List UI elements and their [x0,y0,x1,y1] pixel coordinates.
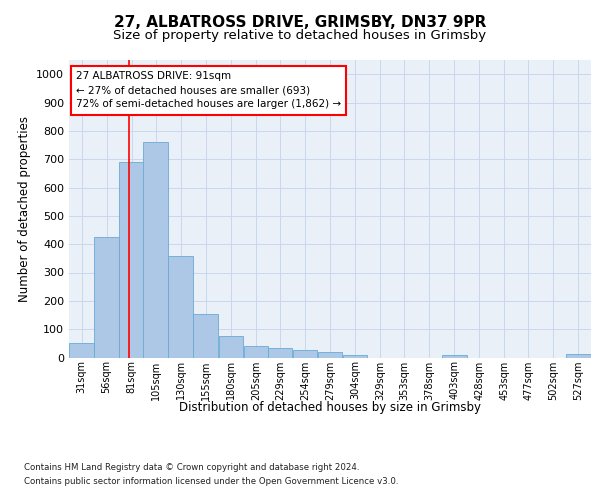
Text: 27, ALBATROSS DRIVE, GRIMSBY, DN37 9PR: 27, ALBATROSS DRIVE, GRIMSBY, DN37 9PR [114,15,486,30]
Bar [169,256,193,358]
Bar [318,352,342,358]
Text: Contains public sector information licensed under the Open Government Licence v3: Contains public sector information licen… [24,476,398,486]
Bar [143,142,168,358]
Bar [244,346,268,358]
Text: Size of property relative to detached houses in Grimsby: Size of property relative to detached ho… [113,28,487,42]
Text: Contains HM Land Registry data © Crown copyright and database right 2024.: Contains HM Land Registry data © Crown c… [24,463,359,472]
Bar [94,237,119,358]
Bar [566,354,591,358]
Bar [119,162,144,358]
Bar [343,354,367,358]
Text: Distribution of detached houses by size in Grimsby: Distribution of detached houses by size … [179,401,481,414]
Bar [293,350,317,358]
Bar [193,314,218,358]
Bar [218,336,243,357]
Text: 27 ALBATROSS DRIVE: 91sqm
← 27% of detached houses are smaller (693)
72% of semi: 27 ALBATROSS DRIVE: 91sqm ← 27% of detac… [76,72,341,110]
Bar [69,344,94,357]
Bar [442,355,467,358]
Y-axis label: Number of detached properties: Number of detached properties [17,116,31,302]
Bar [268,348,292,358]
